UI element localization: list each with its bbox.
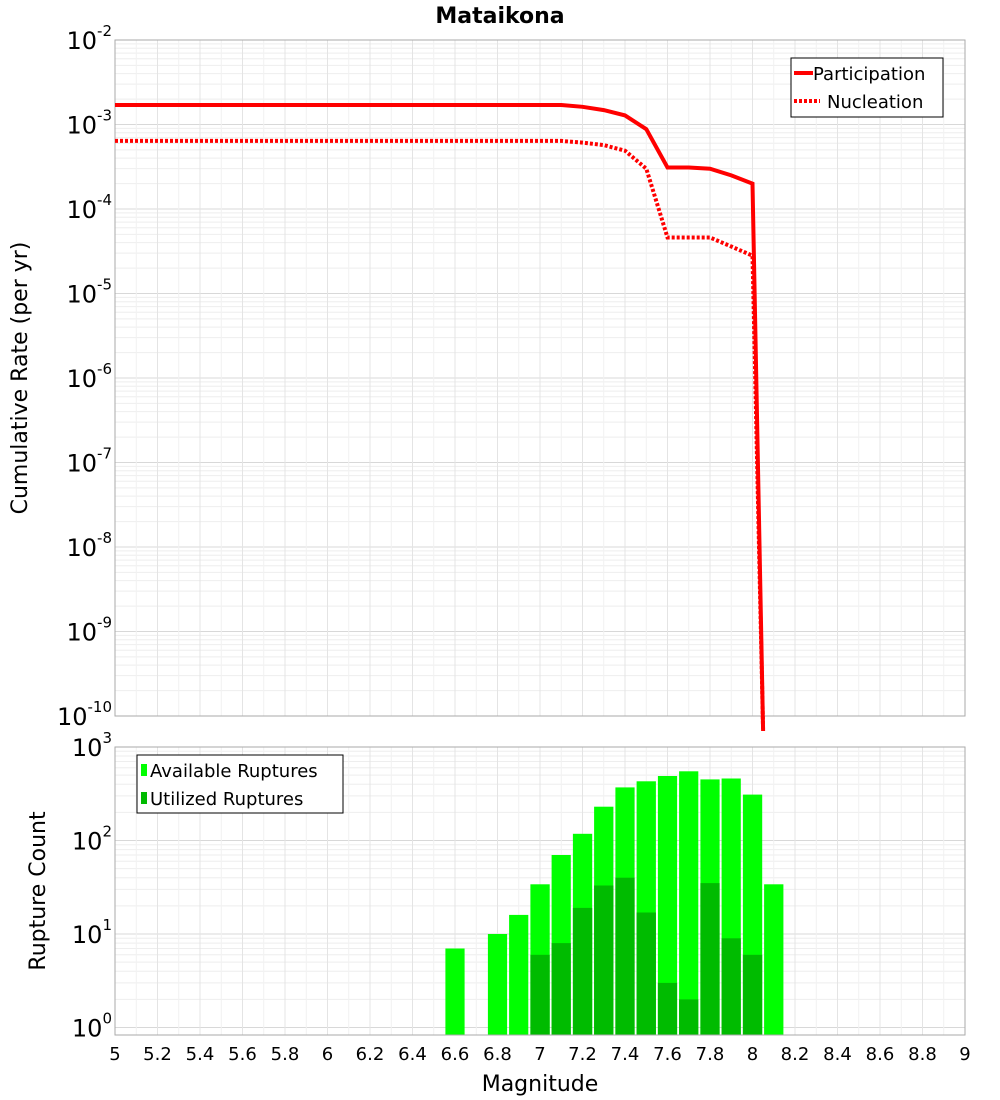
top-y-tick-label: 10-7 xyxy=(66,445,112,478)
top-y-tick-label: 10-2 xyxy=(66,22,112,55)
top-y-tick-label: 10-8 xyxy=(66,529,112,562)
x-tick-label: 5.2 xyxy=(143,1044,172,1065)
bar-utilized-ruptures xyxy=(657,982,678,1035)
bar-utilized-ruptures xyxy=(742,954,763,1035)
x-tick-label: 6.6 xyxy=(441,1044,470,1065)
bar-available-ruptures xyxy=(679,771,699,1035)
x-tick-label: 7.6 xyxy=(653,1044,682,1065)
x-tick-label: 5.6 xyxy=(228,1044,257,1065)
bottom-y-axis-label: Rupture Count xyxy=(26,811,51,971)
bottom-y-tick-label: 103 xyxy=(72,729,112,762)
x-tick-label: 6.8 xyxy=(483,1044,512,1065)
x-tick-label: 8 xyxy=(747,1044,758,1065)
legend-available-swatch xyxy=(141,764,147,776)
top-plot-frame xyxy=(114,39,966,717)
bar-utilized-ruptures xyxy=(530,954,550,1035)
bar-available-ruptures xyxy=(487,934,508,1035)
top-panel-grid xyxy=(114,39,966,717)
bar-utilized-ruptures xyxy=(636,912,656,1035)
bar-utilized-ruptures xyxy=(551,943,571,1035)
bar-available-ruptures xyxy=(509,914,529,1035)
legend-available-label: Available Ruptures xyxy=(150,761,318,782)
bottom-legend: Available Ruptures Utilized Ruptures xyxy=(136,754,344,814)
bar-utilized-ruptures xyxy=(700,883,720,1035)
bar-utilized-ruptures xyxy=(721,938,741,1035)
bottom-y-tick-label: 102 xyxy=(72,823,112,856)
series-line-participation xyxy=(115,103,766,732)
x-tick-label: 9 xyxy=(959,1044,970,1065)
bar-utilized-ruptures xyxy=(594,885,614,1035)
legend-utilized-label: Utilized Ruptures xyxy=(150,789,303,810)
x-tick-label: 7.2 xyxy=(568,1044,597,1065)
bar-utilized-ruptures xyxy=(679,999,699,1035)
bottom-plot-frame xyxy=(114,746,966,1036)
bottom-panel-bars xyxy=(445,771,784,1035)
x-tick-label: 6 xyxy=(322,1044,333,1065)
bottom-y-tick-label: 100 xyxy=(72,1010,112,1043)
x-tick-label: 6.4 xyxy=(398,1044,427,1065)
x-tick-label: 5 xyxy=(109,1044,120,1065)
x-tick-label: 8.8 xyxy=(908,1044,937,1065)
bottom-x-tick-labels: 5 5.2 5.4 5.6 5.8 6 6.2 6.4 6.6 6.8 7 7.2 7.4 7.6 7.8 8… xyxy=(109,1044,970,1065)
legend-participation-label: Participation xyxy=(813,64,925,85)
top-y-tick-label: 10-10 xyxy=(57,698,112,731)
bar-available-ruptures xyxy=(764,884,784,1035)
top-legend-box xyxy=(790,57,944,118)
chart-title: Mataikona xyxy=(435,4,564,29)
bar-available-ruptures xyxy=(657,776,678,1035)
top-y-tick-label: 10-5 xyxy=(66,276,112,309)
bar-available-ruptures xyxy=(445,948,465,1035)
bottom-y-tick-label: 101 xyxy=(72,916,112,949)
top-y-tick-label: 10-6 xyxy=(66,360,112,393)
top-panel-series xyxy=(115,103,766,732)
top-y-tick-label: 10-3 xyxy=(66,107,112,140)
x-axis-label: Magnitude xyxy=(482,1072,599,1097)
x-tick-label: 7 xyxy=(534,1044,545,1065)
bar-utilized-ruptures xyxy=(615,877,635,1035)
top-y-tick-label: 10-4 xyxy=(66,191,112,224)
x-tick-label: 8.2 xyxy=(781,1044,810,1065)
series-line-nucleation xyxy=(115,138,766,732)
legend-utilized-swatch xyxy=(141,792,147,804)
x-tick-label: 6.2 xyxy=(356,1044,385,1065)
bottom-y-tick-labels: 103 102 101 100 xyxy=(72,729,112,1043)
x-tick-label: 8.6 xyxy=(866,1044,895,1065)
x-tick-label: 5.8 xyxy=(271,1044,300,1065)
bar-utilized-ruptures xyxy=(572,907,593,1035)
bottom-legend-box xyxy=(136,754,344,814)
x-tick-label: 7.4 xyxy=(611,1044,640,1065)
x-tick-label: 8.4 xyxy=(823,1044,852,1065)
top-y-tick-label: 10-9 xyxy=(66,614,112,647)
x-tick-label: 7.8 xyxy=(696,1044,725,1065)
top-legend: Participation Nucleation xyxy=(790,57,944,118)
legend-nucleation-label: Nucleation xyxy=(827,92,923,113)
x-tick-label: 5.4 xyxy=(186,1044,215,1065)
top-y-axis-label: Cumulative Rate (per yr) xyxy=(8,242,33,515)
top-y-tick-labels: 10-2 10-3 10-4 10-5 10-6 10-7 10-8 10-9 10-10 xyxy=(57,22,112,731)
